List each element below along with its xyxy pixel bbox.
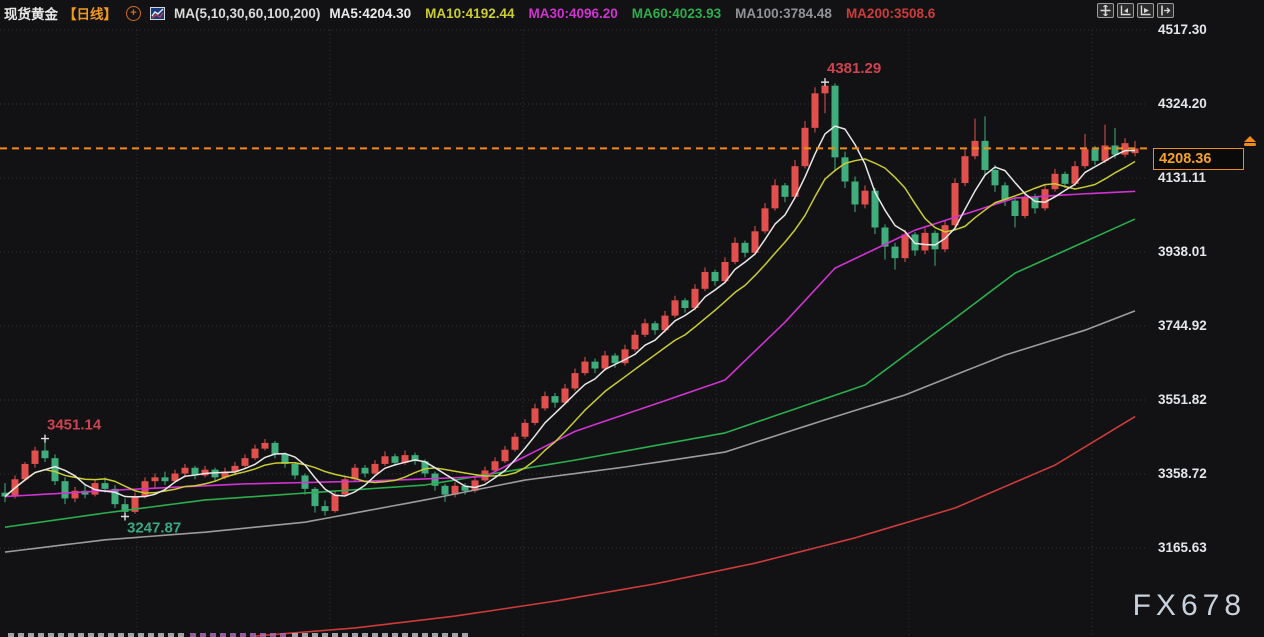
clipped-bottom-axis-text — [8, 633, 186, 637]
ma-line-ma60 — [4, 218, 1136, 528]
axis-tick-label: 3358.72 — [1158, 466, 1207, 481]
ma-lines-layer — [4, 125, 1136, 637]
price-alert-arrow-icon[interactable] — [1243, 136, 1257, 147]
move-crosshair-button[interactable] — [1097, 3, 1114, 18]
chart-type-icon[interactable] — [150, 6, 165, 20]
axis-tick-label: 3938.01 — [1158, 244, 1207, 259]
extreme-marker-icon — [41, 434, 49, 443]
ma-legend-ma10: MA10:4192.44 — [425, 5, 515, 21]
axis-tick-label: 3551.82 — [1158, 392, 1207, 407]
ma-legend-ma60: MA60:4023.93 — [631, 5, 722, 21]
candles-layer — [1, 82, 1139, 517]
chart-header: 现货黄金 【日线】 + MA(5,10,30,60,100,200) MA5:4… — [4, 3, 935, 23]
axis-tick-label: 4131.11 — [1158, 170, 1207, 185]
bar-arrow-right-icon — [1161, 5, 1171, 16]
axis-tick-label: 3744.92 — [1158, 318, 1207, 333]
price-annotation: 4381.29 — [827, 60, 881, 77]
ma-legend-ma5: MA5:4204.30 — [329, 5, 412, 21]
axis-arrow-left-icon — [1120, 5, 1131, 16]
axis-tick-label: 3165.63 — [1158, 540, 1207, 555]
add-indicator-icon[interactable]: + — [126, 5, 141, 21]
clipped-bottom-axis-text — [292, 633, 468, 637]
price-annotation: 3247.87 — [127, 519, 181, 536]
ma-line-ma200 — [254, 415, 1136, 637]
axis-play-icon — [1140, 5, 1151, 16]
extreme-marker-icon — [821, 78, 829, 87]
scale-axis-play-button[interactable] — [1137, 3, 1154, 18]
watermark: FX678 — [1132, 589, 1246, 622]
chart-toolbar — [1097, 3, 1174, 18]
symbol-title: 现货黄金 — [4, 7, 58, 22]
axis-tick-label: 4517.30 — [1158, 22, 1207, 37]
gridlines-layer — [0, 29, 1148, 637]
axis-tick-label: 4324.20 — [1158, 96, 1207, 111]
pan-to-latest-button[interactable] — [1157, 3, 1174, 18]
ma-line-ma100 — [4, 310, 1136, 553]
interval-label: 【日线】 — [63, 7, 117, 22]
ma-legend-ma30: MA30:4096.20 — [528, 5, 618, 21]
extreme-marker-icon — [121, 512, 129, 521]
ma-group-label: MA(5,10,30,60,100,200) — [174, 5, 321, 21]
scale-axis-left-button[interactable] — [1117, 3, 1134, 18]
annotations-layer: 3451.14 3247.87 4381.29 — [41, 60, 881, 536]
ma-legend-ma200: MA200:3508.6 — [845, 5, 936, 21]
last-price-badge: 4208.36 — [1153, 148, 1244, 170]
price-annotation: 3451.14 — [47, 417, 102, 434]
ma-line-ma5 — [4, 125, 1136, 498]
ma-legend-ma100: MA100:3784.48 — [735, 5, 832, 21]
ma-legend: MA5:4204.30 MA10:4192.44 MA30:4096.20 MA60:… — [329, 6, 935, 21]
ma-line-ma10 — [4, 158, 1136, 498]
crosshair-icon — [1100, 5, 1111, 16]
ma-line-ma30 — [4, 190, 1136, 498]
clipped-bottom-axis-text — [190, 633, 288, 637]
